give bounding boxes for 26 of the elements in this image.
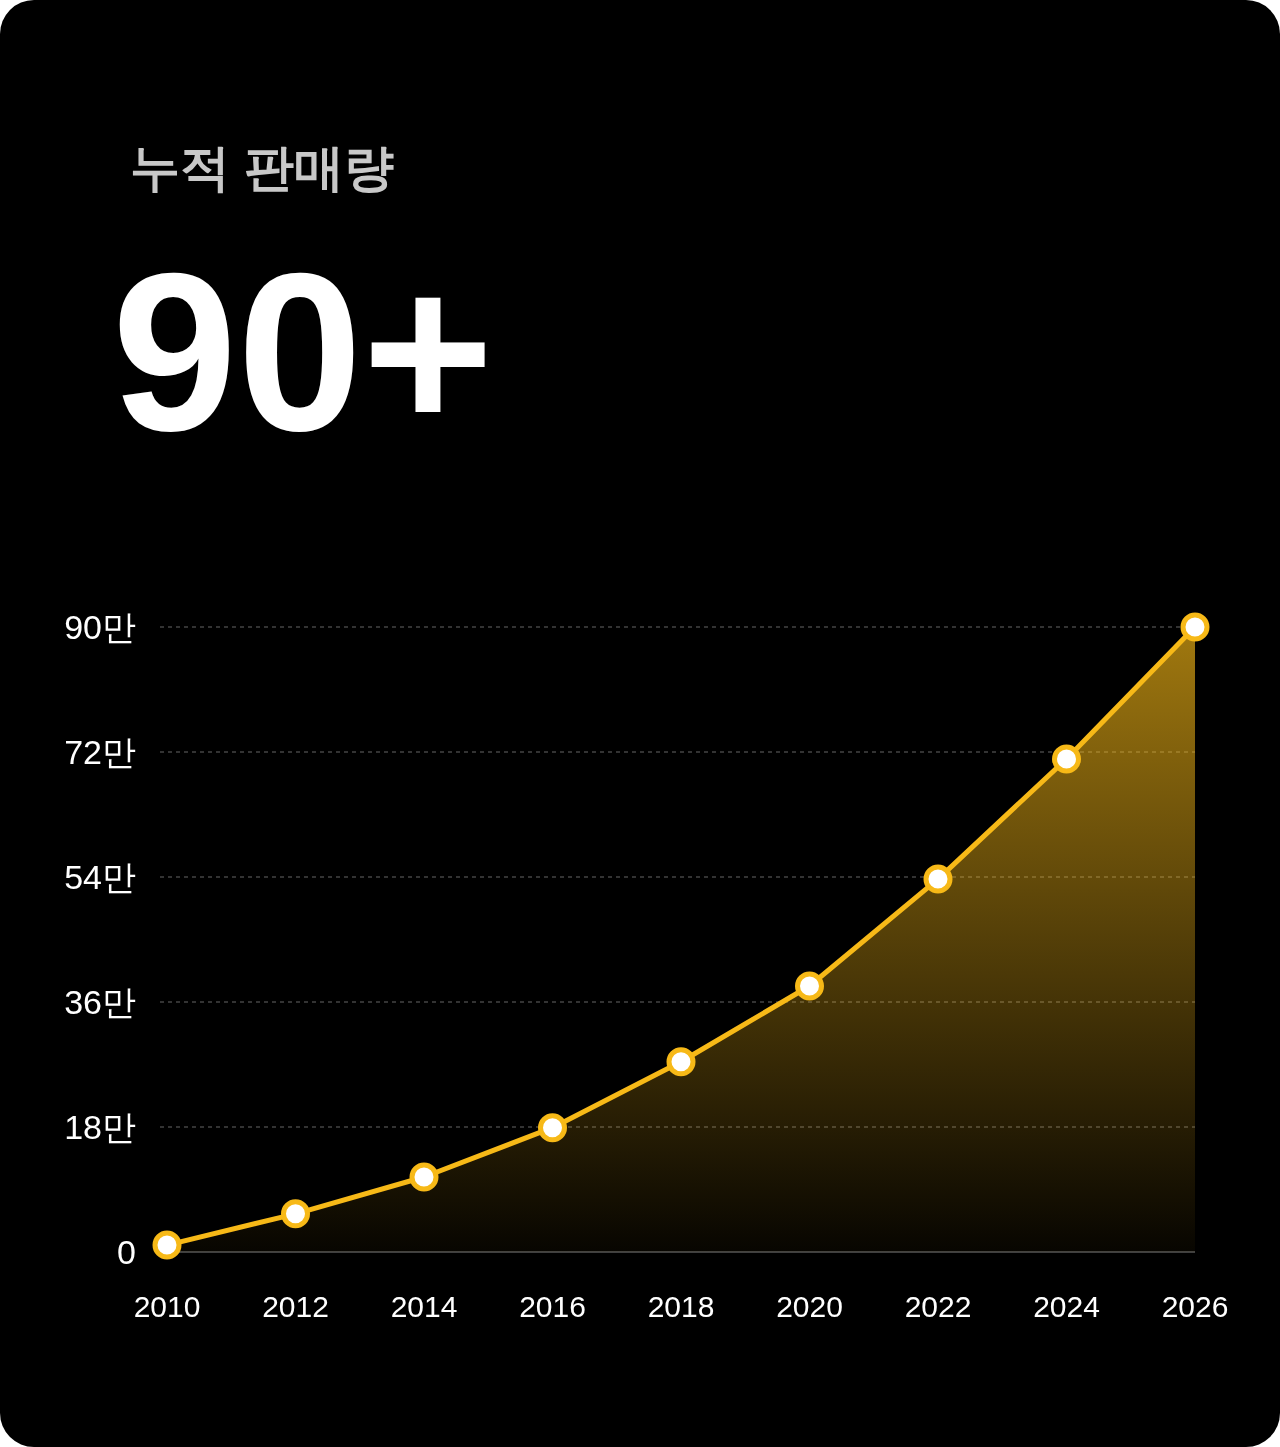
x-tick-label: 2012 bbox=[262, 1289, 329, 1323]
point bbox=[538, 1113, 567, 1143]
x-tick-label: 2026 bbox=[1161, 1289, 1229, 1323]
y-tick-label: 36만 bbox=[64, 983, 136, 1021]
x-tick-label: 2022 bbox=[904, 1289, 972, 1323]
point bbox=[1180, 612, 1210, 642]
chart-subtitle: 90+ bbox=[112, 226, 494, 478]
y-tick-label: 90만 bbox=[64, 608, 136, 646]
y-tick-label: 54만 bbox=[64, 858, 136, 896]
x-tick-label: 2024 bbox=[1033, 1289, 1100, 1323]
point bbox=[281, 1199, 310, 1229]
point bbox=[795, 971, 824, 1001]
point bbox=[409, 1162, 439, 1192]
chart-title: 누적 판매량 bbox=[130, 140, 394, 196]
y-tick-label: 72만 bbox=[64, 733, 136, 771]
x-tick-label: 2018 bbox=[647, 1289, 715, 1323]
point bbox=[923, 864, 953, 894]
point bbox=[152, 1230, 182, 1260]
x-tick-label: 2016 bbox=[519, 1289, 586, 1323]
y-tick-label: 0 bbox=[117, 1233, 136, 1271]
x-tick-label: 2020 bbox=[776, 1289, 843, 1323]
y-tick-label: 18만 bbox=[64, 1108, 136, 1146]
x-tick-label: 2014 bbox=[390, 1289, 458, 1323]
point bbox=[666, 1047, 696, 1077]
x-tick-label: 2010 bbox=[133, 1289, 201, 1323]
point bbox=[1052, 744, 1081, 774]
